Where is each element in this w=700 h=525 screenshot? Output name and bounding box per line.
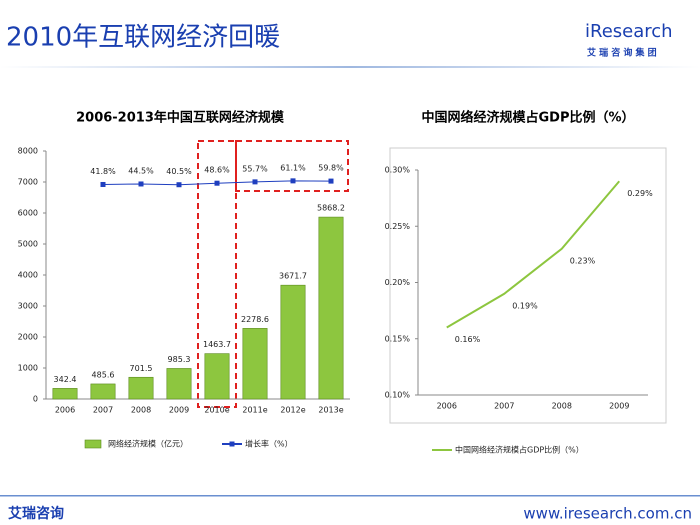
y-tick-label: 0 bbox=[33, 395, 38, 404]
data-label: 985.3 bbox=[168, 355, 191, 364]
marker bbox=[214, 180, 220, 186]
bar bbox=[166, 368, 192, 400]
data-label: 44.5% bbox=[128, 166, 154, 175]
bar bbox=[242, 328, 268, 400]
y-tick-label: 7000 bbox=[18, 178, 38, 187]
highlight-box bbox=[235, 140, 349, 192]
data-label: 0.19% bbox=[512, 301, 538, 310]
marker bbox=[100, 181, 106, 187]
series-line bbox=[446, 180, 621, 329]
legend-swatch bbox=[84, 439, 102, 449]
bar bbox=[128, 376, 154, 400]
chart-title: 2006-2013年中国互联网经济规模 bbox=[76, 110, 285, 126]
x-tick-label: 2009 bbox=[169, 406, 189, 415]
y-tick-label: 0.10% bbox=[385, 391, 411, 400]
x-tick-label: 2007 bbox=[93, 406, 113, 415]
y-tick-label: 0.15% bbox=[385, 334, 411, 343]
x-tick-label: 2010e bbox=[204, 406, 229, 415]
bar bbox=[90, 383, 116, 400]
data-label: 0.29% bbox=[627, 189, 653, 198]
logo: iResearch bbox=[585, 21, 673, 42]
bar bbox=[280, 284, 306, 400]
x-tick-label: 2006 bbox=[55, 406, 75, 415]
marker bbox=[252, 179, 258, 185]
marker bbox=[290, 178, 296, 184]
x-tick-label: 2007 bbox=[494, 402, 514, 411]
data-label: 55.7% bbox=[242, 164, 268, 173]
data-label: 48.6% bbox=[204, 166, 230, 175]
data-label: 41.8% bbox=[90, 167, 116, 176]
legend-label: 中国网络经济规模占GDP比例（%） bbox=[455, 445, 584, 455]
y-tick-label: 4000 bbox=[18, 271, 38, 280]
y-tick-label: 3000 bbox=[18, 302, 38, 311]
x-tick-label: 2008 bbox=[131, 406, 151, 415]
x-tick-label: 2008 bbox=[552, 402, 572, 411]
y-tick-label: 6000 bbox=[18, 209, 38, 218]
y-tick-label: 0.25% bbox=[385, 222, 411, 231]
header-line bbox=[0, 66, 700, 68]
x-tick-label: 2009 bbox=[609, 402, 629, 411]
data-label: 0.23% bbox=[570, 256, 596, 265]
data-label: 0.16% bbox=[455, 335, 481, 344]
marker bbox=[328, 178, 334, 184]
legend-label: 网络经济规模（亿元） bbox=[108, 439, 188, 449]
data-label: 40.5% bbox=[166, 167, 192, 176]
chart-title: 中国网络经济规模占GDP比例（%） bbox=[421, 110, 634, 126]
y-tick-label: 8000 bbox=[18, 147, 38, 156]
data-label: 2278.6 bbox=[241, 315, 269, 324]
footer-left: 艾瑞咨询 bbox=[8, 505, 64, 522]
x-tick-label: 2013e bbox=[318, 406, 343, 415]
data-label: 342.4 bbox=[54, 375, 77, 384]
x-tick-label: 2011e bbox=[242, 406, 267, 415]
y-tick-label: 5000 bbox=[18, 240, 38, 249]
data-label: 59.8% bbox=[318, 164, 344, 173]
bar bbox=[204, 353, 230, 400]
y-tick-label: 0.30% bbox=[385, 166, 411, 175]
data-label: 1463.7 bbox=[203, 340, 231, 349]
footer-right: www.iresearch.com.cn bbox=[523, 505, 692, 523]
bar bbox=[52, 388, 78, 400]
data-label: 485.6 bbox=[92, 370, 115, 379]
bar bbox=[318, 216, 344, 400]
data-label: 3671.7 bbox=[279, 272, 307, 281]
highlight-box bbox=[197, 140, 237, 408]
plot-frame bbox=[389, 147, 667, 424]
y-tick-label: 2000 bbox=[18, 333, 38, 342]
legend-marker bbox=[229, 441, 235, 447]
slide-title: 2010年互联网经济回暖 bbox=[6, 23, 280, 53]
y-tick-label: 1000 bbox=[18, 364, 38, 373]
footer-line bbox=[0, 495, 700, 497]
marker bbox=[176, 182, 182, 188]
data-label: 701.5 bbox=[130, 364, 153, 373]
y-tick-label: 0.20% bbox=[385, 278, 411, 287]
legend-label: 增长率（%） bbox=[245, 439, 293, 449]
data-label: 5868.2 bbox=[317, 204, 345, 213]
marker bbox=[138, 181, 144, 187]
x-tick-label: 2012e bbox=[280, 406, 305, 415]
x-tick-label: 2006 bbox=[437, 402, 457, 411]
logo-sub: 艾 瑞 咨 询 集 团 bbox=[587, 47, 657, 59]
data-label: 61.1% bbox=[280, 163, 306, 172]
